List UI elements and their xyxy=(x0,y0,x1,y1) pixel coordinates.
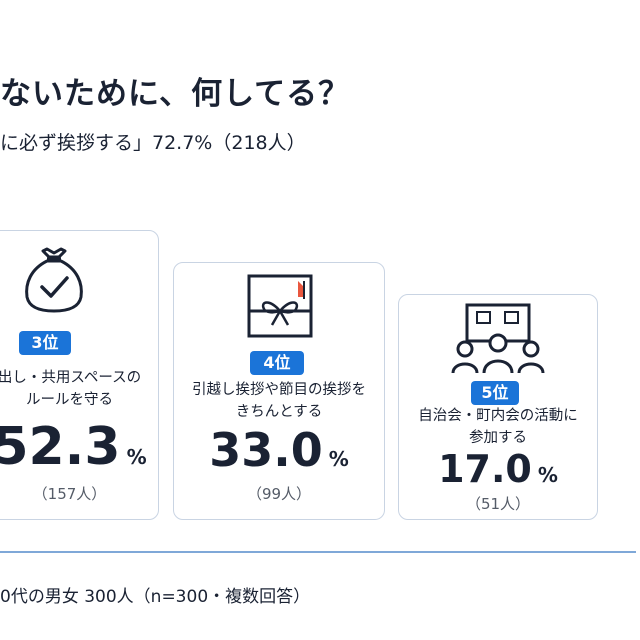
garbage-bag-check-icon xyxy=(25,247,83,313)
answer-label-line: 参加する xyxy=(469,430,527,446)
footer-divider xyxy=(0,551,636,553)
page-title: ないために、何してる？ xyxy=(0,76,351,112)
percent-value: 33.0% xyxy=(174,423,384,477)
percent-sign: % xyxy=(537,463,558,487)
percent-sign: % xyxy=(328,447,349,471)
answer-label: 出し・共用スペースの ルールを守る xyxy=(0,367,158,411)
rank-card-5: 5位 自治会・町内会の活動に 参加する 17.0% （51人） xyxy=(398,294,598,520)
community-meeting-icon xyxy=(451,303,545,374)
answer-label: 引越し挨拶や節目の挨拶を きちんとする xyxy=(174,379,384,423)
gift-box-icon xyxy=(247,274,313,338)
answer-label-line: きちんとする xyxy=(235,404,323,420)
respondent-count: （51人） xyxy=(465,495,531,513)
percent-sign: % xyxy=(126,445,147,469)
answer-label-line: 引越し挨拶や節目の挨拶を xyxy=(192,382,366,398)
rank-card-3: 3位 出し・共用スペースの ルールを守る 52.3% （157人） xyxy=(0,230,159,520)
rank-badge: 5位 xyxy=(471,381,519,405)
respondent-count: （157人） xyxy=(32,485,107,503)
answer-label-line: 自治会・町内会の活動に xyxy=(418,408,578,424)
percent-number: 33.0 xyxy=(209,423,323,477)
rank-badge: 4位 xyxy=(250,351,304,375)
survey-note: 0代の男女 300人（n=300・複数回答） xyxy=(0,587,311,607)
percent-number: 52.3 xyxy=(0,417,121,477)
respondent-count: （99人） xyxy=(246,485,312,503)
answer-label: 自治会・町内会の活動に 参加する xyxy=(399,405,597,449)
percent-number: 17.0 xyxy=(438,447,532,491)
percent-value: 17.0% xyxy=(399,447,597,491)
answer-label-line: ルールを守る xyxy=(26,392,113,408)
rank-card-4: 4位 引越し挨拶や節目の挨拶を きちんとする 33.0% （99人） xyxy=(173,262,385,520)
answer-label-line: 出し・共用スペースの xyxy=(0,370,142,386)
top-answer-summary: に必ず挨拶する」72.7%（218人） xyxy=(0,132,306,154)
percent-value: 52.3% xyxy=(0,417,158,477)
rank-badge: 3位 xyxy=(19,331,71,355)
